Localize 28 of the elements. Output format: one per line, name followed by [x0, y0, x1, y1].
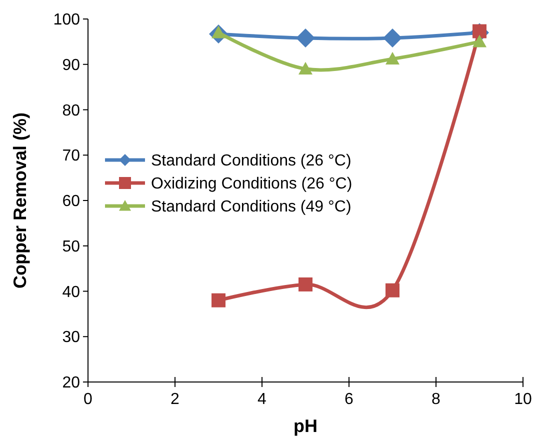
legend-label: Standard Conditions (49 °C): [151, 198, 352, 216]
y-tick-label: 40: [62, 284, 80, 301]
x-axis-title: pH: [294, 416, 318, 436]
y-tick-label: 60: [62, 193, 80, 210]
x-tick-label: 8: [432, 391, 441, 408]
y-tick-label: 30: [62, 329, 80, 346]
point: [298, 277, 312, 292]
y-tick-label: 100: [53, 12, 80, 29]
x-tick-label: 4: [258, 391, 267, 408]
y-axis-title: Copper Removal (%): [10, 112, 30, 289]
point: [212, 293, 226, 308]
point: [383, 28, 402, 48]
x-tick-label: 10: [514, 391, 532, 408]
x-tick-label: 2: [170, 391, 180, 408]
y-tick-label: 80: [62, 102, 80, 120]
point: [298, 62, 312, 75]
legend-label: Standard Conditions (26 °C): [151, 152, 352, 170]
legend-label: Oxidizing Conditions (26 °C): [151, 176, 352, 193]
y-tick-label: 20: [62, 374, 80, 392]
point: [472, 34, 486, 48]
y-tick-label: 90: [62, 56, 80, 74]
y-tick-label: 70: [62, 148, 80, 165]
x-tick-label: 6: [344, 391, 354, 408]
point: [386, 283, 400, 298]
y-tick-label: 50: [62, 238, 80, 256]
point: [386, 52, 400, 65]
x-tick-label: 0: [84, 391, 93, 408]
point: [296, 28, 315, 48]
